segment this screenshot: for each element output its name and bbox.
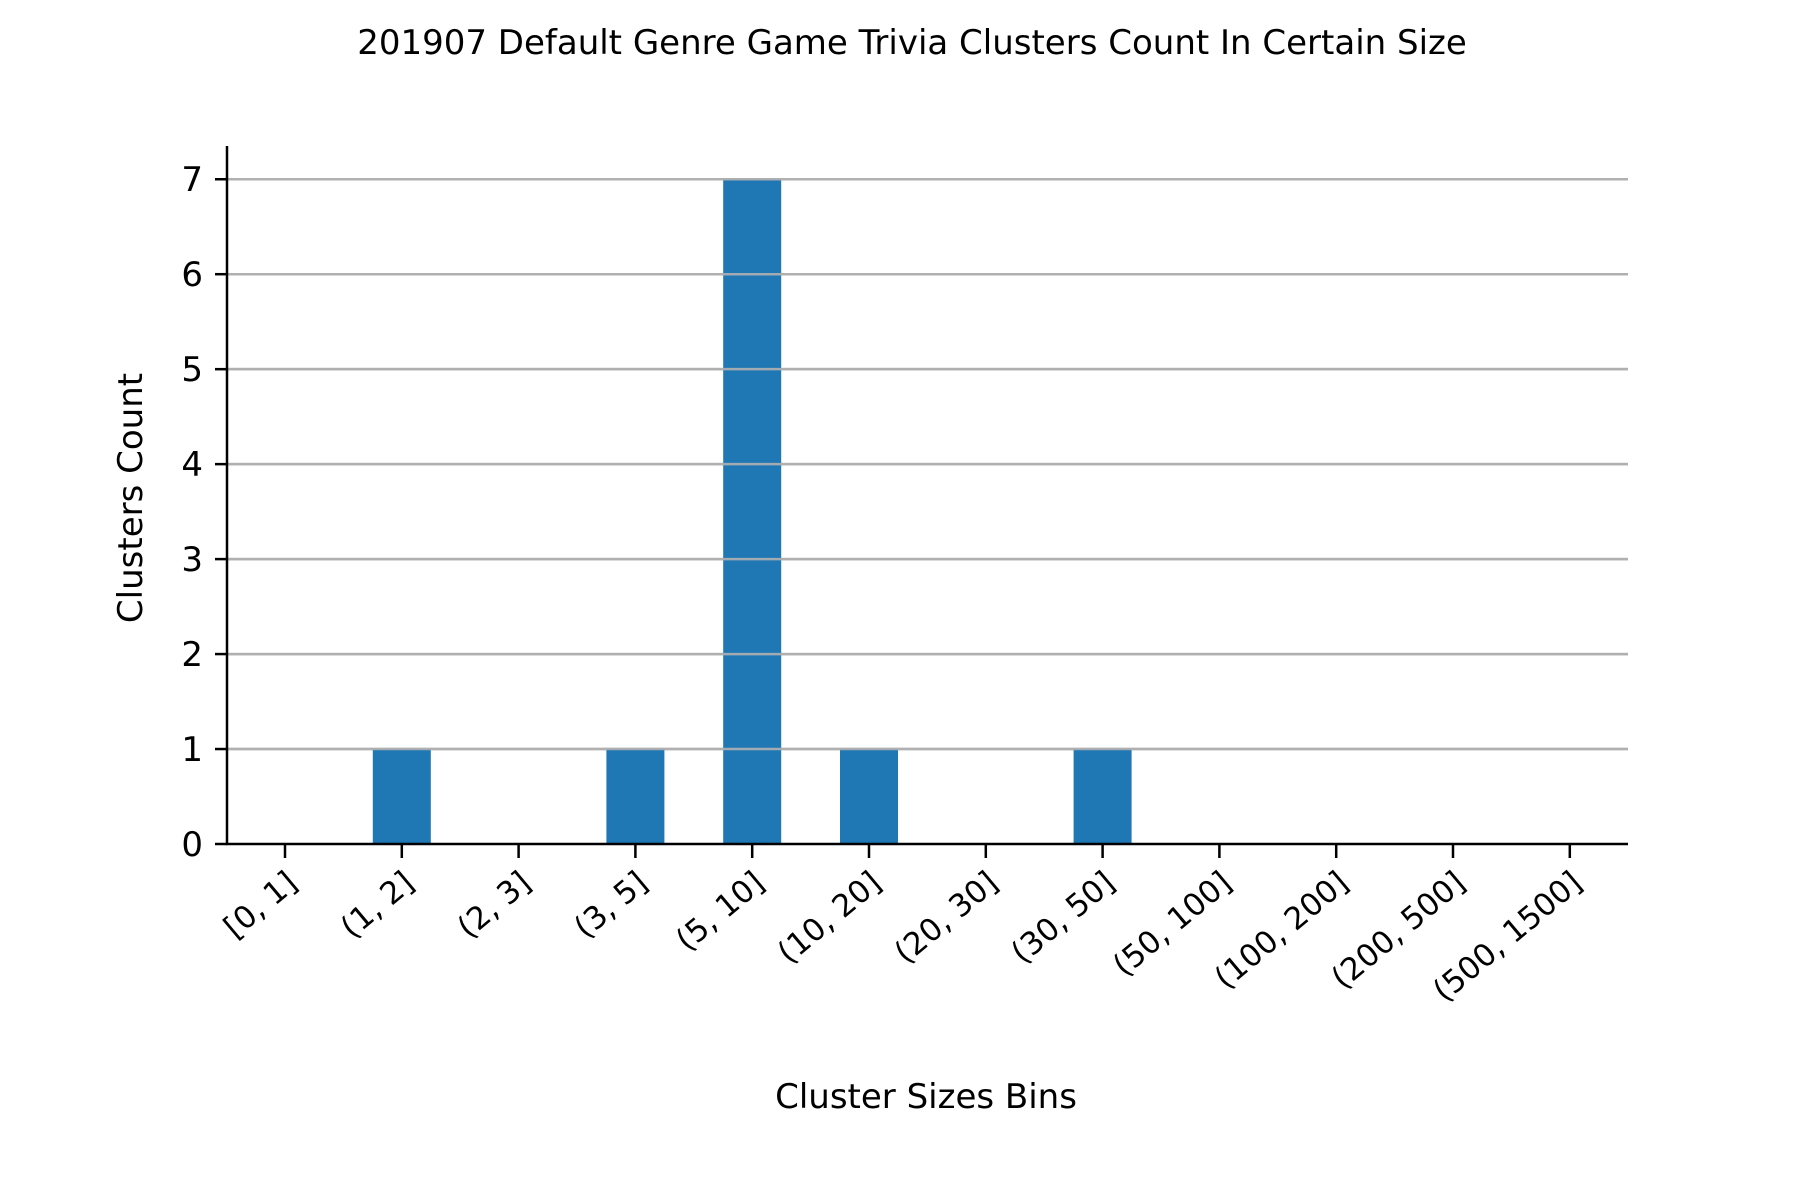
- y-tick-label-3: 3: [181, 540, 203, 580]
- y-tick-label-1: 1: [181, 730, 203, 770]
- x-ticks: [0, 1] (1, 2] (2, 3] (3, 5] (5, 10] (10, 20](…: [217, 844, 1589, 1009]
- bar-1: [372, 749, 431, 844]
- x-tick-label-2: (2, 3]: [451, 865, 538, 946]
- y-tick-label-4: 4: [181, 445, 203, 485]
- y-tick-label-0: 0: [181, 825, 203, 865]
- bar-5: [840, 749, 898, 844]
- y-tick-label-2: 2: [181, 635, 203, 675]
- x-tick-label-3: (3, 5]: [568, 865, 655, 946]
- y-tick-label-5: 5: [181, 350, 203, 390]
- bar-4: [723, 179, 782, 844]
- chart-title: 201907 Default Genre Game Trivia Cluster…: [357, 23, 1467, 63]
- x-axis-label: Cluster Sizes Bins: [775, 1077, 1077, 1117]
- bar-3: [606, 749, 665, 844]
- bars: [227, 177, 1628, 844]
- axes: [225, 146, 1628, 846]
- x-tick-label-1: (1, 2]: [334, 865, 421, 946]
- x-tick-label-7: (30, 50]: [1005, 865, 1122, 972]
- y-tick-label-7: 7: [181, 160, 203, 200]
- y-axis-label: Clusters Count: [111, 373, 151, 623]
- x-tick-label-5: (10, 20]: [771, 865, 888, 972]
- y-tick-label-6: 6: [181, 255, 203, 295]
- bar-7: [1073, 749, 1132, 844]
- x-tick-label-4: (5, 10]: [669, 865, 771, 959]
- x-tick-label-0: [0, 1]: [217, 865, 304, 946]
- y-ticks: 0 1 2 3 4 5 6 7: [181, 160, 227, 865]
- x-tick-label-6: (20, 30]: [888, 865, 1005, 972]
